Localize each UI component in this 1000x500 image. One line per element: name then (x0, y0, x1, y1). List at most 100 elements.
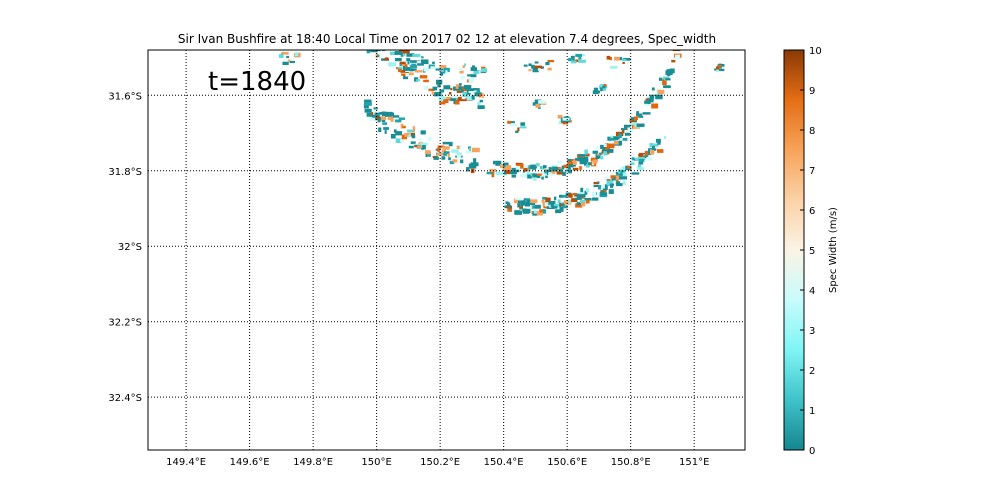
radar-cell (431, 61, 435, 64)
radar-cell (665, 70, 673, 75)
radar-cell (439, 101, 446, 105)
radar-cell (345, 21, 349, 24)
radar-cell (559, 206, 564, 212)
radar-cell (532, 173, 541, 179)
radar-cell (404, 64, 408, 68)
radar-cell (478, 94, 482, 98)
radar-cell (528, 63, 532, 67)
radar-cell (513, 198, 519, 204)
radar-cell (515, 130, 519, 133)
radar-cell (672, 50, 681, 52)
radar-cell (629, 122, 638, 126)
radar-cell (473, 88, 480, 91)
radar-cell (334, 8, 338, 12)
radar-cell (511, 174, 517, 178)
radar-cell (404, 132, 412, 137)
y-tick-label: 31.8°S (108, 167, 142, 178)
radar-cell (471, 95, 475, 100)
radar-cell (434, 92, 442, 97)
radar-cell (523, 164, 530, 169)
radar-cell (593, 87, 599, 91)
radar-cell (477, 102, 481, 106)
radar-cell (340, 25, 345, 27)
radar-cell (456, 152, 462, 155)
radar-cell (420, 142, 428, 146)
radar-cell (374, 112, 383, 115)
time-annotation: t=1840 (208, 67, 306, 97)
radar-cell (377, 119, 381, 123)
radar-cell (637, 156, 646, 161)
radar-cell (592, 90, 599, 95)
radar-cell (390, 133, 396, 139)
radar-cell (604, 177, 609, 181)
radar-cell (616, 183, 623, 187)
radar-cell (543, 209, 547, 214)
radar-cell (613, 136, 620, 140)
radar-cell (630, 117, 637, 121)
radar-cell (489, 168, 497, 173)
radar-cell (571, 198, 578, 203)
radar-cell (466, 96, 475, 101)
radar-cell (634, 116, 638, 121)
radar-cell (623, 124, 631, 128)
radar-cell (552, 203, 561, 207)
radar-cell (427, 152, 431, 157)
radar-cell (606, 143, 615, 149)
radar-cell (361, 21, 369, 25)
radar-cell (425, 150, 431, 155)
radar-cell (583, 158, 589, 163)
radar-cell (414, 145, 418, 148)
radar-cell (373, 27, 381, 29)
radar-cell (317, 1, 323, 5)
chart-title: Sir Ivan Bushfire at 18:40 Local Time on… (178, 32, 716, 46)
radar-cell (631, 157, 635, 161)
radar-cell (523, 208, 531, 214)
radar-cell (592, 197, 599, 201)
radar-cell (548, 167, 553, 171)
radar-cell (600, 190, 605, 195)
radar-cell (536, 211, 544, 216)
radar-cell (603, 84, 607, 87)
radar-cell (615, 175, 620, 180)
radar-cell (547, 170, 553, 174)
radar-cell (377, 54, 380, 58)
radar-cell (545, 175, 548, 179)
radar-cell (579, 159, 587, 165)
radar-cell (470, 67, 477, 71)
radar-cell (414, 70, 423, 73)
radar-cell (585, 188, 590, 193)
x-tick-label: 149.4°E (166, 457, 206, 468)
radar-cell (537, 173, 543, 176)
radar-cell (534, 61, 539, 64)
radar-cell (352, 25, 354, 27)
x-axis: 149.4°E 149.6°E 149.8°E 150°E 150.2°E 150.4°E… (166, 457, 709, 468)
radar-cell (568, 164, 574, 168)
radar-cell (491, 172, 495, 178)
radar-cell (381, 50, 386, 52)
radar-cell (644, 150, 652, 156)
radar-cell (596, 153, 601, 156)
radar-cell (603, 143, 608, 148)
radar-cell (592, 159, 598, 164)
radar-cell (584, 197, 592, 201)
radar-cell (599, 156, 604, 160)
radar-cell (553, 196, 557, 201)
colorbar-tick-label: 4 (809, 286, 815, 297)
radar-cell (373, 107, 378, 110)
radar-cell (419, 75, 428, 79)
radar-cell (600, 87, 603, 92)
radar-cell (562, 202, 566, 208)
radar-cell (417, 62, 424, 66)
radar-cell (655, 138, 661, 143)
radar-cell (372, 28, 375, 31)
radar-cell (370, 50, 378, 53)
radar-cell (439, 89, 445, 93)
radar-cell (531, 64, 535, 69)
radar-cell (437, 145, 445, 150)
radar-cell (608, 189, 614, 194)
radar-cell (576, 202, 582, 206)
radar-cell (642, 112, 651, 115)
radar-cell (382, 122, 388, 125)
radar-cell (496, 172, 503, 176)
